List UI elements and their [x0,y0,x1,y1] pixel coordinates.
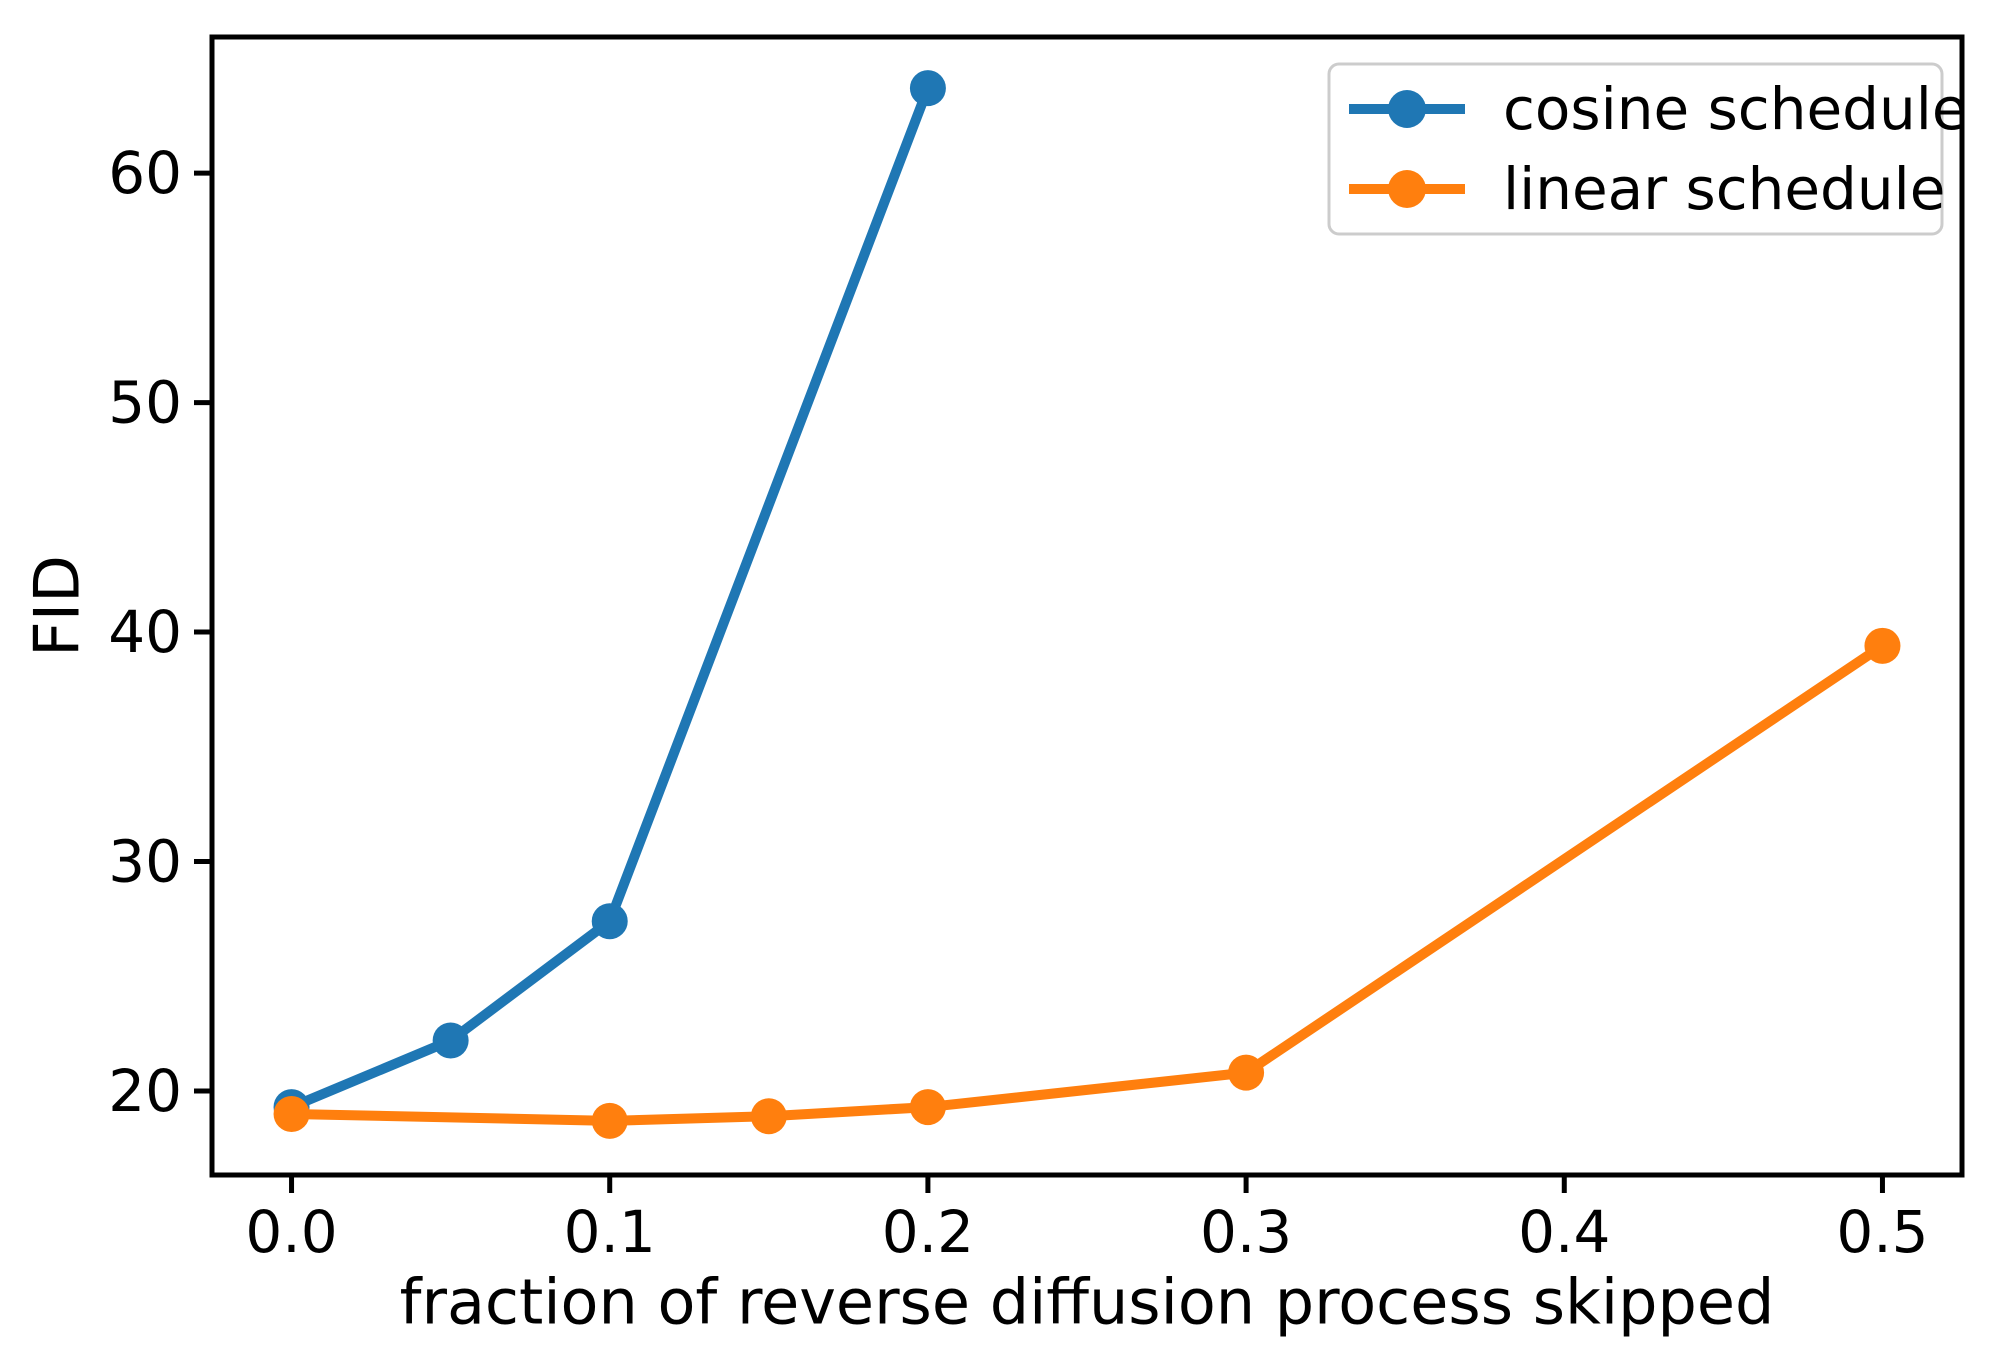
y-tick-label: 50 [108,369,182,437]
y-tick-label: 20 [108,1057,182,1125]
x-tick-label: 0.1 [564,1198,656,1266]
legend-marker-linear-icon [1388,170,1426,208]
legend-label-cosine: cosine schedule [1503,75,1968,143]
data-point-cosine-schedule [432,1022,469,1059]
x-tick-label: 0.3 [1200,1198,1292,1266]
y-tick-label: 30 [108,828,182,896]
legend-box [1327,62,1944,236]
data-point-linear-schedule [750,1098,787,1135]
data-point-cosine-schedule [591,903,628,940]
data-point-linear-schedule [273,1095,310,1132]
plot-area: 0.0 0.1 0.2 0.3 0.4 0.5 20 30 40 50 60 [108,34,1965,1266]
axes-frame [209,34,1965,1178]
legend-marker-cosine-icon [1388,90,1426,128]
x-tick-label: 0.2 [882,1198,974,1266]
x-tick-label: 0.4 [1518,1198,1610,1266]
x-axis-label: fraction of reverse diffusion process sk… [400,1266,1775,1339]
data-point-linear-schedule [591,1102,628,1139]
legend: cosine schedule linear schedule [1327,62,1968,236]
y-tick-label: 40 [108,598,182,666]
x-tick-label: 0.5 [1836,1198,1928,1266]
data-point-cosine-schedule [909,70,946,107]
data-point-linear-schedule [1228,1054,1265,1091]
legend-label-linear: linear schedule [1503,155,1945,223]
data-point-linear-schedule [1864,627,1901,664]
series-line-cosine-schedule [286,83,933,1113]
y-tick-label: 60 [108,139,182,207]
data-point-linear-schedule [909,1089,946,1126]
y-axis-label: FID [21,555,94,657]
series-line-linear-schedule [286,640,1888,1126]
x-tick-label: 0.0 [245,1198,337,1266]
